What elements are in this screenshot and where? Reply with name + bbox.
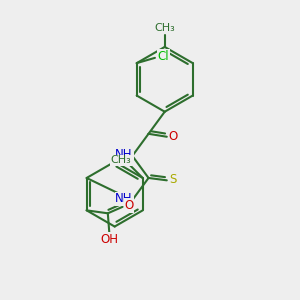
- Text: O: O: [124, 199, 134, 212]
- Text: CH₃: CH₃: [111, 155, 131, 165]
- Text: Cl: Cl: [158, 50, 169, 63]
- Text: CH₃: CH₃: [154, 23, 175, 33]
- Text: O: O: [169, 130, 178, 143]
- Text: S: S: [169, 173, 177, 186]
- Text: NH: NH: [115, 192, 133, 206]
- Text: OH: OH: [100, 233, 118, 246]
- Text: NH: NH: [115, 148, 133, 161]
